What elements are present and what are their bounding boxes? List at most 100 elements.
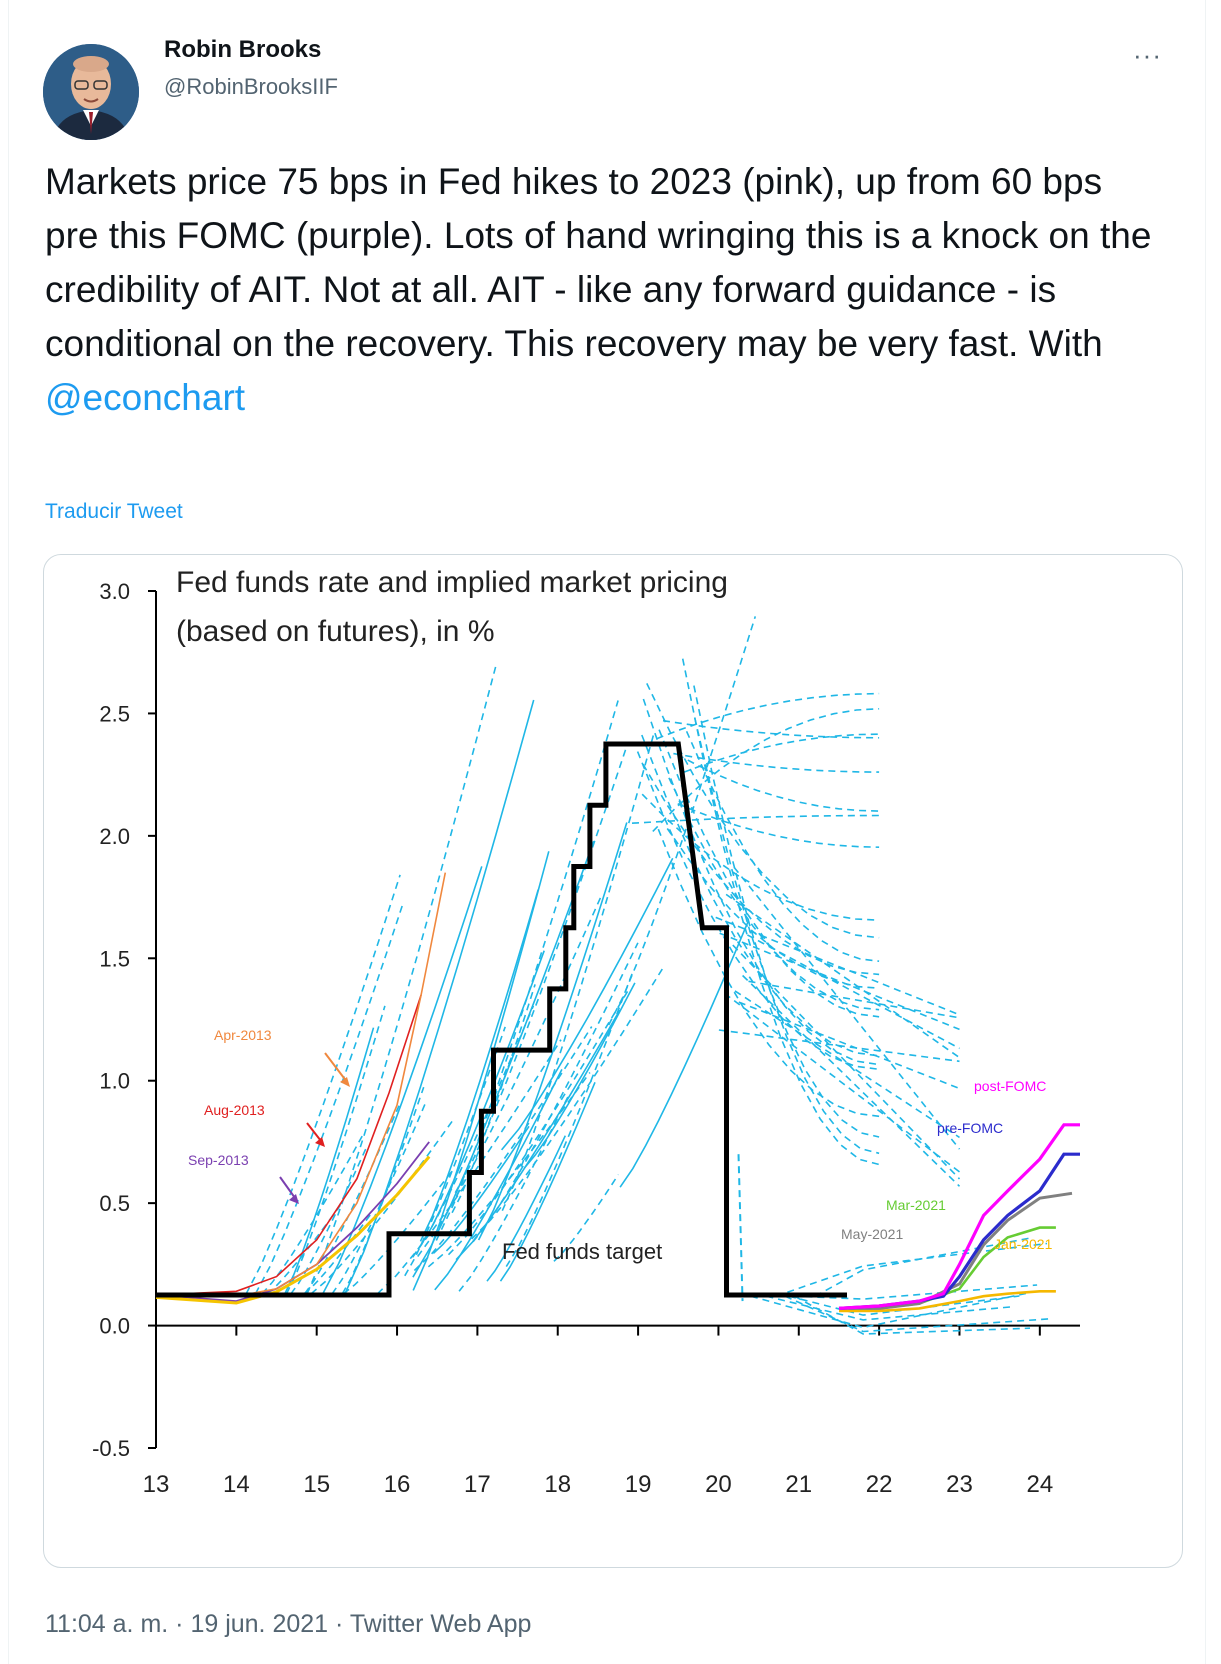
implied-pricing-path — [419, 889, 539, 1242]
implied-pricing-path — [693, 685, 880, 1155]
more-options-icon[interactable]: ··· — [1133, 40, 1162, 70]
source-app[interactable]: Twitter Web App — [349, 1610, 532, 1638]
x-tick-label: 14 — [223, 1471, 250, 1498]
implied-pricing-path — [742, 974, 961, 1187]
label-may-2021: May-2021 — [841, 1226, 903, 1242]
implied-pricing-path — [266, 1204, 342, 1295]
series-line-post-fomc — [838, 1123, 1080, 1310]
implied-pricing-path — [814, 1237, 1030, 1297]
implied-pricing-path — [693, 717, 880, 1138]
x-tick-label: 21 — [785, 1471, 812, 1498]
x-tick-label: 15 — [303, 1471, 330, 1498]
implied-pricing-path — [499, 1081, 596, 1282]
implied-pricing-path — [284, 1027, 375, 1295]
y-tick-label: 0.0 — [99, 1314, 130, 1339]
y-tick-label: 2.0 — [99, 824, 130, 849]
label-pre-fomc: pre-FOMC — [937, 1120, 1003, 1136]
meta-separator: · — [328, 1610, 350, 1638]
implied-pricing-path — [683, 733, 880, 774]
implied-pricing-path — [434, 1069, 563, 1291]
implied-pricing-path — [477, 822, 628, 1241]
implied-pricing-path — [676, 753, 880, 812]
tweet-time[interactable]: 11:04 a. m. — [45, 1610, 169, 1638]
y-tick-label: 0.5 — [99, 1191, 130, 1216]
y-tick-label: 3.0 — [99, 579, 130, 604]
implied-pricing-path — [447, 989, 630, 1256]
label-aug-2013: Aug-2013 — [204, 1102, 265, 1118]
chart-title: Fed funds rate and implied market pricin… — [176, 566, 728, 599]
x-tick-label: 19 — [625, 1471, 652, 1498]
implied-pricing-path — [631, 814, 880, 824]
implied-pricing-path — [646, 683, 880, 939]
mention-link[interactable]: @econchart — [45, 377, 246, 418]
implied-pricing-path — [657, 828, 880, 1118]
implied-pricing-path — [486, 1135, 567, 1282]
tweet-date[interactable]: 19 jun. 2021 — [190, 1610, 329, 1638]
implied-pricing-path — [656, 692, 880, 740]
meta-separator: · — [168, 1610, 191, 1638]
implied-pricing-path — [775, 1242, 1048, 1297]
implied-pricing-path — [766, 1295, 1011, 1321]
implied-pricing-path — [432, 1125, 530, 1254]
tweet-media-chart[interactable]: Fed funds rate and implied market pricin… — [43, 554, 1183, 1568]
implied-pricing-path — [784, 1295, 1051, 1333]
implied-pricing-path — [322, 866, 483, 1295]
implied-pricing-path — [472, 942, 639, 1243]
implied-pricing-path — [331, 1099, 428, 1295]
chart-subtitle: (based on futures), in % — [176, 615, 495, 648]
x-tick-label: 17 — [464, 1471, 491, 1498]
author-handle[interactable]: @RobinBrooksIIF — [164, 74, 338, 99]
implied-pricing-path — [553, 1174, 619, 1262]
author-name[interactable]: Robin Brooks — [164, 36, 322, 63]
arrow-sep-2013 — [279, 1176, 299, 1204]
tweet-body: Markets price 75 bps in Fed hikes to 202… — [45, 161, 1152, 364]
implied-pricing-path — [607, 616, 757, 1026]
implied-pricing-path — [788, 1295, 1020, 1316]
implied-pricing-path — [427, 1072, 591, 1268]
series-line-fed-funds-target — [156, 741, 847, 1298]
implied-pricing-path — [662, 719, 880, 739]
implied-pricing-path — [724, 992, 960, 1173]
y-tick-label: 2.5 — [99, 701, 130, 726]
avatar[interactable] — [43, 44, 139, 140]
implied-pricing-path — [750, 1292, 1027, 1329]
implied-pricing-path — [685, 730, 880, 962]
label-post-fomc: post-FOMC — [974, 1078, 1046, 1094]
series-line-may-2021 — [839, 1191, 1073, 1310]
implied-pricing-path — [245, 874, 401, 1295]
implied-pricing-path — [290, 1146, 368, 1295]
y-tick-label: 1.0 — [99, 1069, 130, 1094]
implied-pricing-path — [642, 763, 880, 976]
label-fed-funds-target: Fed funds target — [502, 1239, 662, 1264]
implied-pricing-path — [636, 751, 880, 1071]
tweet-card: Robin Brooks @RobinBrooksIIF ··· Markets… — [8, 0, 1206, 1664]
label-sep-2013: Sep-2013 — [188, 1152, 249, 1168]
implied-pricing-path — [285, 1005, 386, 1295]
implied-pricing-path — [794, 1295, 1031, 1335]
implied-pricing-path — [254, 903, 404, 1295]
arrow-apr-2013 — [324, 1052, 350, 1087]
series-line-jan-2021 — [839, 1290, 1056, 1313]
x-tick-label: 18 — [544, 1471, 571, 1498]
label-apr-2013: Apr-2013 — [214, 1027, 272, 1043]
implied-pricing-path — [261, 1131, 366, 1295]
x-tick-label: 13 — [143, 1471, 170, 1498]
implied-pricing-path — [677, 803, 880, 848]
y-tick-label: 1.5 — [99, 946, 130, 971]
translate-tweet-link[interactable]: Traducir Tweet — [45, 500, 183, 523]
implied-pricing-path — [412, 840, 595, 1278]
implied-pricing-path — [719, 932, 960, 1031]
implied-pricing-path — [652, 708, 880, 832]
implied-pricing-path — [715, 916, 960, 1016]
implied-pricing-path — [310, 1120, 454, 1295]
implied-pricing-path — [642, 698, 880, 1066]
chart-svg: Fed funds rate and implied market pricin… — [92, 566, 1080, 1498]
implied-pricing-path — [501, 733, 655, 1212]
implied-pricing-path — [304, 1105, 400, 1295]
implied-pricing-path — [668, 777, 880, 1011]
implied-pricing-path — [732, 944, 961, 1180]
implied-pricing-path — [733, 866, 961, 1150]
x-tick-label: 24 — [1026, 1471, 1053, 1498]
x-tick-label: 23 — [946, 1471, 973, 1498]
x-tick-label: 16 — [384, 1471, 411, 1498]
